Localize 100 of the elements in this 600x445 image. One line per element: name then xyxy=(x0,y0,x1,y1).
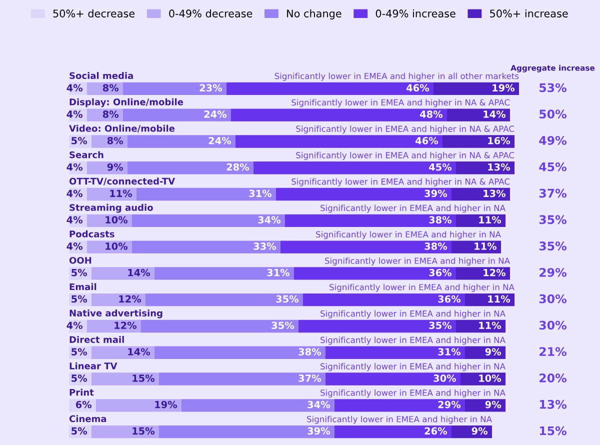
data-label: 6% xyxy=(76,400,92,408)
y-tick-label: Display: Online/mobile xyxy=(70,98,184,108)
legend-label: No change xyxy=(287,9,342,20)
y-tick-label: Print xyxy=(70,388,94,396)
data-label: 11% xyxy=(110,190,132,198)
data-label: 19% xyxy=(492,84,515,92)
data-label: 4% xyxy=(66,84,83,92)
data-label: 4% xyxy=(66,163,83,171)
data-label: 12% xyxy=(114,322,137,330)
data-label: 29% xyxy=(438,400,461,408)
data-label: 9% xyxy=(107,163,124,171)
annotation: Significantly lower in EMEA and higher in NA xyxy=(330,284,514,292)
y-tick-label: Streaming audio xyxy=(70,204,153,213)
data-label: 12% xyxy=(119,295,142,303)
data-label: 5% xyxy=(72,374,88,382)
data-label: 37% xyxy=(298,374,322,382)
data-label: 10% xyxy=(106,216,128,224)
data-label: 23% xyxy=(200,84,222,92)
data-label: 35% xyxy=(276,295,299,303)
data-label: 10% xyxy=(106,242,128,250)
data-label: 39% xyxy=(424,190,448,198)
annotation: Significantly lower in EMEA and higher in NA xyxy=(316,231,501,240)
text: 15% xyxy=(540,426,567,436)
data-label: 24% xyxy=(204,110,227,118)
y-tick-label: OOH xyxy=(69,256,92,264)
data-label: 11% xyxy=(488,295,510,303)
data-label: 5% xyxy=(72,348,88,356)
data-label: 4% xyxy=(66,216,83,224)
data-label: 14% xyxy=(128,348,150,356)
data-label: 38% xyxy=(298,348,322,356)
data-label: 33% xyxy=(254,242,276,250)
text: 37% xyxy=(539,188,567,198)
text: 45% xyxy=(539,162,567,172)
data-label: 5% xyxy=(72,268,88,276)
text: 30% xyxy=(539,320,567,330)
data-label: 5% xyxy=(72,427,88,435)
data-label: 35% xyxy=(272,322,294,330)
data-label: 19% xyxy=(155,400,178,408)
annotation: Significantly lower in EMEA and higher in all other markets xyxy=(274,72,519,81)
data-label: 13% xyxy=(488,163,510,171)
data-label: 8% xyxy=(102,84,119,92)
data-label: 8% xyxy=(102,110,119,118)
data-label: 26% xyxy=(424,427,448,435)
data-label: 31% xyxy=(267,268,290,276)
y-tick-label: Social media xyxy=(70,72,133,80)
annotation: Significantly lower in EMEA and higher in NA xyxy=(320,363,506,372)
text: 49% xyxy=(539,136,567,145)
data-label: 4% xyxy=(66,190,83,198)
y-tick-label: Search xyxy=(70,151,104,158)
data-label: 38% xyxy=(429,216,452,224)
data-label: 28% xyxy=(226,163,250,171)
annotation: Significantly lower in EMEA and higher in NA xyxy=(320,389,506,398)
y-tick-label: Direct mail xyxy=(70,336,124,343)
data-label: 10% xyxy=(479,374,502,382)
legend-label: 50%+ increase xyxy=(490,9,568,18)
y-tick-label: OTT-TV/connected-TV xyxy=(69,178,176,186)
data-label: 45% xyxy=(429,163,452,171)
data-label: 24% xyxy=(208,136,232,144)
data-label: 9% xyxy=(485,348,502,356)
data-label: 34% xyxy=(308,400,330,408)
annotation: Significantly lower in EMEA and higher in NA xyxy=(320,310,506,318)
legend-label: 0-49% decrease xyxy=(169,9,252,18)
data-label: 34% xyxy=(258,216,281,224)
text: 13% xyxy=(540,400,567,409)
data-label: 11% xyxy=(479,322,502,330)
text: 30% xyxy=(539,294,567,304)
y-tick-label: Email xyxy=(70,283,96,290)
annotation: Significantly lower in EMEA and higher in NA xyxy=(320,336,506,345)
annotation: Significantly lower in EMEA and higher in NA xyxy=(307,416,492,424)
data-label: 30% xyxy=(434,374,456,382)
y-tick-label: Cinema xyxy=(69,415,106,422)
text: 29% xyxy=(540,268,567,277)
y-tick-label: Video: Online/mobile xyxy=(69,124,175,133)
data-label: 11% xyxy=(479,216,502,224)
text: 50% xyxy=(540,110,567,119)
data-label: 36% xyxy=(438,295,461,303)
data-label: 4% xyxy=(66,322,83,330)
annotation: Significantly lower in EMEA and higher in NA & APAC xyxy=(296,125,514,134)
data-label: 4% xyxy=(66,110,83,118)
data-label: 38% xyxy=(424,242,448,250)
data-label: 14% xyxy=(484,110,506,118)
data-label: 46% xyxy=(406,84,430,92)
annotation: Significantly lower in EMEA and higher in NA & APAC xyxy=(292,99,510,108)
data-label: 5% xyxy=(72,136,88,144)
data-label: 11% xyxy=(474,242,497,250)
text: 35% xyxy=(539,215,567,224)
data-label: 15% xyxy=(132,374,155,382)
data-label: 46% xyxy=(416,136,438,144)
data-label: 14% xyxy=(128,268,150,276)
annotation: Significantly lower in EMEA and higher in NA & APAC xyxy=(296,152,514,160)
data-label: 15% xyxy=(132,427,155,435)
data-label: 12% xyxy=(484,268,506,276)
y-tick-label: Podcasts xyxy=(70,230,114,238)
data-label: 48% xyxy=(420,110,443,118)
data-label: 4% xyxy=(66,242,83,250)
text: 21% xyxy=(540,347,567,356)
data-label: 35% xyxy=(429,322,452,330)
legend-label: 0-49% increase xyxy=(376,9,456,18)
legend-label: 50%+ decrease xyxy=(53,9,135,18)
text: 35% xyxy=(539,242,567,250)
